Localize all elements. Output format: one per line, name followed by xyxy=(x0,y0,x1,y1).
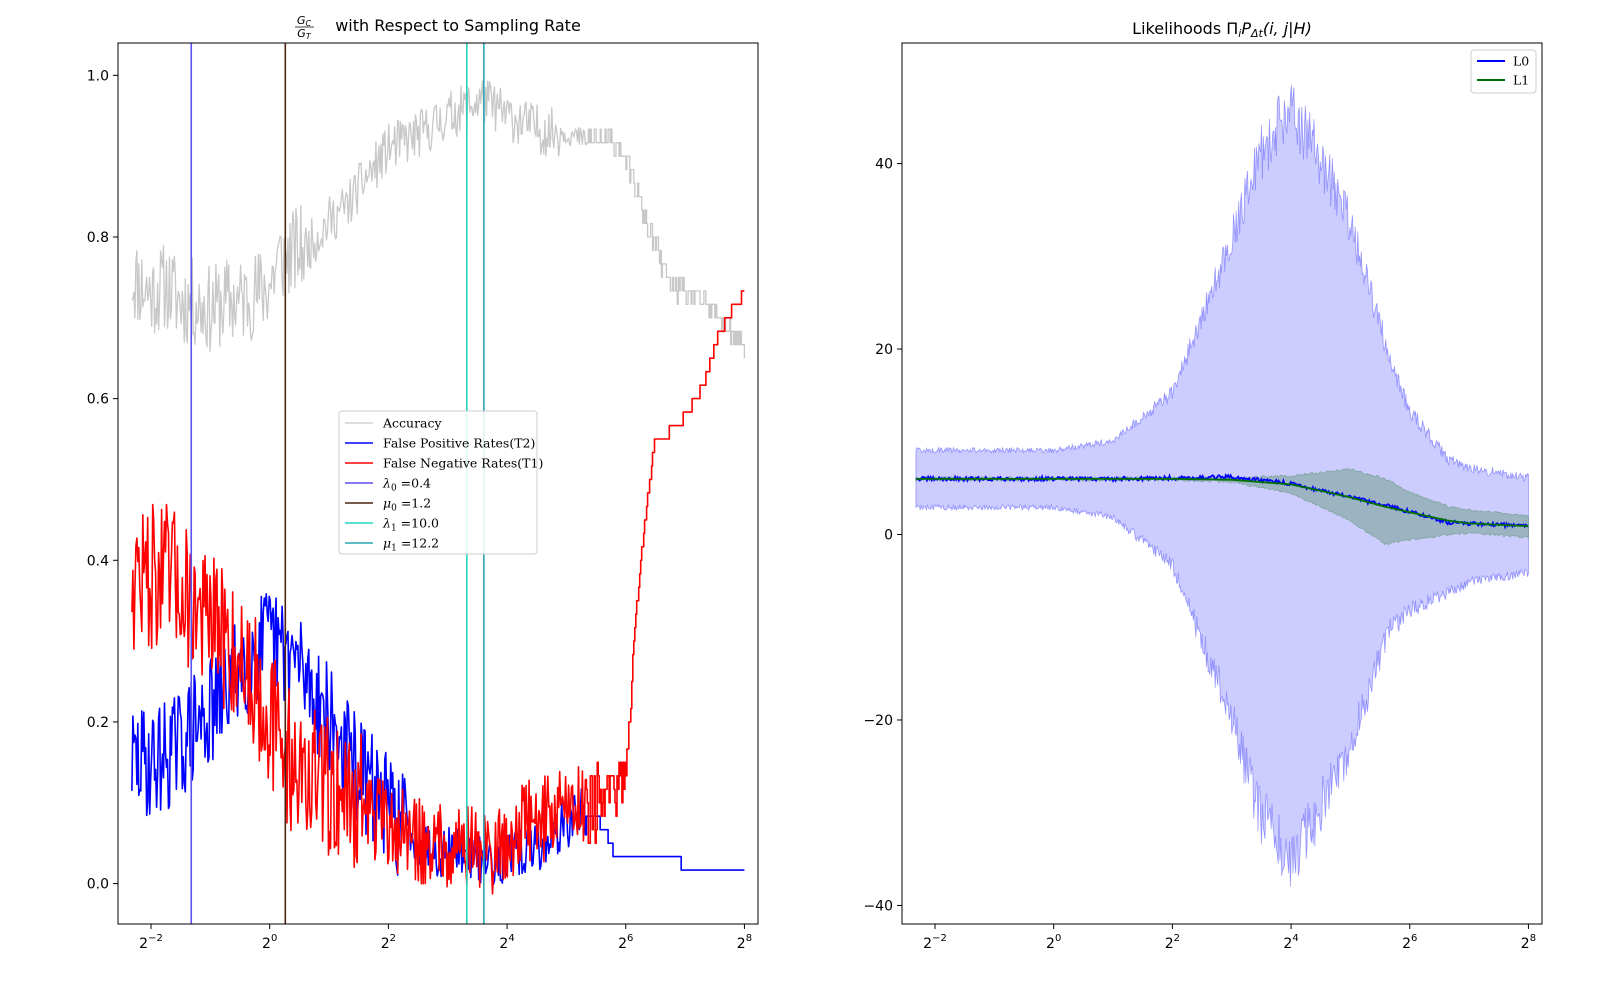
chart2-legend-label: L0 xyxy=(1513,54,1529,69)
title-denominator-sub: T xyxy=(306,32,312,41)
chart1-xtick-base: 2 xyxy=(499,936,508,952)
band-l0-band xyxy=(915,85,1529,887)
chart2-xtick-label: 26 xyxy=(1402,933,1417,952)
chart2-x-axis: 2−2 20 22 24 26 28 xyxy=(923,924,1536,952)
chart1-ytick-label: 0.8 xyxy=(87,230,109,246)
chart2-legend-label: L1 xyxy=(1513,73,1529,88)
chart1-legend-label: False Positive Rates(T2) xyxy=(383,436,535,451)
chart1-y-axis: 0.0 0.2 0.4 0.6 0.8 1.0 xyxy=(87,68,118,893)
chart2-xtick-base: 2 xyxy=(1165,936,1174,952)
chart1-xtick-exp: 0 xyxy=(271,933,277,944)
title-denominator: G xyxy=(297,27,306,40)
svg-text:GC: GC xyxy=(297,14,312,28)
chart1-legend-label: Accuracy xyxy=(382,416,443,431)
chart1-title-fraction: GC GT xyxy=(295,14,314,41)
chart1-xtick-exp: 6 xyxy=(627,933,633,944)
chart2-xtick-exp: 0 xyxy=(1055,933,1061,944)
chart2-ytick-label: 40 xyxy=(875,157,893,173)
series-false-positive-rates-t2-line xyxy=(131,593,745,886)
chart1-xtick-label: 20 xyxy=(262,933,277,952)
chart1-legend-label: μ1 =12.2 xyxy=(383,536,439,554)
chart1-xtick-exp: 8 xyxy=(746,933,752,944)
chart2-y-axis: −40 −20 0 20 40 xyxy=(863,157,902,914)
svg-text:GT: GT xyxy=(297,27,312,41)
chart2-plot-area xyxy=(915,85,1529,887)
chart2-title: Likelihoods ΠiPΔt(i, j|H) xyxy=(1132,19,1312,40)
accuracy-rates-chart: with Respect to Sampling Rate GC GT 2−2 2… xyxy=(87,14,759,952)
chart2-xtick-exp: 2 xyxy=(1174,933,1180,944)
chart2-title-pi-sub: i xyxy=(1238,27,1241,40)
chart2-xtick-exp: 8 xyxy=(1530,933,1536,944)
chart2-title-p: P xyxy=(1241,19,1251,38)
chart2-ytick-label: 20 xyxy=(875,342,893,358)
chart1-xtick-base: 2 xyxy=(737,936,746,952)
chart2-xtick-label: 2−2 xyxy=(923,933,947,952)
chart2-ytick-label: 0 xyxy=(884,528,893,544)
chart1-xtick-label: 26 xyxy=(618,933,633,952)
chart1-legend-label: μ0 =1.2 xyxy=(383,496,431,514)
series-false-negative-rates-t1-line xyxy=(131,290,745,895)
title-numerator-sub: C xyxy=(305,19,311,28)
chart1-xtick-label: 2−2 xyxy=(139,933,163,952)
chart1-axes-frame xyxy=(117,42,759,925)
chart2-title-prefix: Likelihoods Π xyxy=(1132,19,1238,38)
chart2-ytick-label: −20 xyxy=(863,713,893,729)
chart2-xtick-label: 28 xyxy=(1521,933,1536,952)
chart2-xtick-label: 24 xyxy=(1283,933,1298,952)
chart2-xtick-label: 22 xyxy=(1165,933,1180,952)
chart1-legend-label: λ0 =0.4 xyxy=(382,476,431,494)
chart1-xtick-label: 28 xyxy=(737,933,752,952)
chart2-axes-frame xyxy=(901,42,1543,925)
chart1-ytick-label: 0.0 xyxy=(87,877,109,893)
chart2-title-args: (i, j|H) xyxy=(1263,19,1312,38)
chart1-legend-box xyxy=(338,410,538,555)
chart1-x-axis: 2−2 20 22 24 26 28 xyxy=(139,924,752,952)
chart1-legend: Accuracy False Positive Rates(T2) False Ne… xyxy=(338,410,543,555)
chart1-ytick-label: 0.6 xyxy=(87,392,109,408)
chart1-xtick-base: 2 xyxy=(618,936,627,952)
chart1-xtick-label: 22 xyxy=(381,933,396,952)
chart1-xtick-label: 24 xyxy=(499,933,514,952)
chart1-legend-label: False Negative Rates(T1) xyxy=(383,456,543,471)
chart2-title-p-sub: Δt xyxy=(1250,27,1264,40)
chart2-xtick-base: 2 xyxy=(1521,936,1530,952)
chart2-xtick-label: 20 xyxy=(1046,933,1061,952)
chart1-ytick-label: 0.4 xyxy=(87,553,109,569)
chart2-xtick-base: 2 xyxy=(1046,936,1055,952)
chart2-xtick-base: 2 xyxy=(923,936,932,952)
chart1-xtick-base: 2 xyxy=(139,936,148,952)
chart2-xtick-exp: 6 xyxy=(1411,933,1417,944)
chart1-legend-label: λ1 =10.0 xyxy=(382,516,439,534)
chart2-xtick-exp: 4 xyxy=(1292,933,1298,944)
chart1-ytick-label: 1.0 xyxy=(87,68,109,84)
series-l1-line xyxy=(915,478,1529,528)
chart1-xtick-exp: −2 xyxy=(148,933,163,944)
chart2-xtick-base: 2 xyxy=(1402,936,1411,952)
title-numerator: G xyxy=(297,14,306,27)
chart1-xtick-exp: 2 xyxy=(390,933,396,944)
chart1-xtick-exp: 4 xyxy=(508,933,514,944)
chart2-xtick-exp: −2 xyxy=(932,933,947,944)
likelihoods-chart: Likelihoods ΠiPΔt(i, j|H) 2−2 20 22 24 26 28 … xyxy=(863,19,1543,952)
chart1-ytick-label: 0.2 xyxy=(87,715,109,731)
chart1-title: with Respect to Sampling Rate xyxy=(335,16,581,35)
chart1-xtick-base: 2 xyxy=(381,936,390,952)
chart2-xtick-base: 2 xyxy=(1283,936,1292,952)
chart1-xtick-base: 2 xyxy=(262,936,271,952)
chart2-ytick-label: −40 xyxy=(863,898,893,914)
